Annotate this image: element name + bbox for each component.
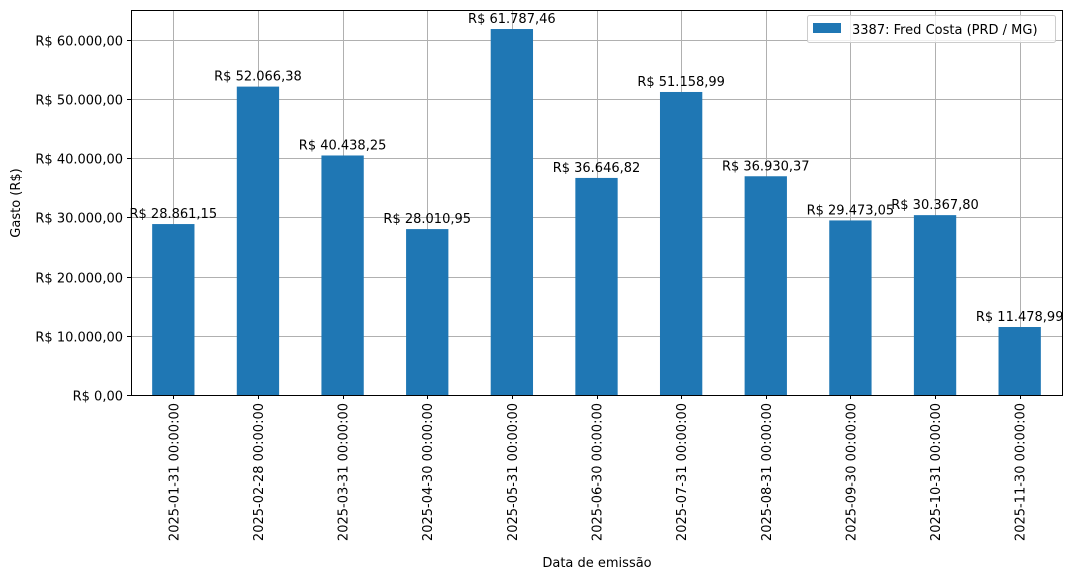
x-tick-label: 2025-02-28 00:00:00 (252, 403, 267, 541)
x-tick-label: 2025-11-30 00:00:00 (1014, 403, 1029, 541)
bar (236, 86, 280, 396)
y-tick-label: R$ 20.000,00 (35, 272, 123, 287)
bar-value-label: R$ 28.861,15 (130, 207, 218, 222)
bar (829, 220, 872, 395)
legend: 3387: Fred Costa (PRD / MG) (807, 15, 1056, 43)
y-axis-label: Gasto (R$) (9, 168, 24, 237)
bar (913, 215, 957, 395)
bars (152, 29, 1041, 396)
bar-value-label: R$ 29.473,05 (807, 203, 895, 218)
y-tick-label: R$ 50.000,00 (35, 94, 123, 109)
bar-value-label: R$ 30.367,80 (891, 198, 979, 213)
y-tick-label: R$ 10.000,00 (35, 331, 123, 346)
y-tick-label: R$ 60.000,00 (35, 35, 123, 50)
x-axis-ticks: 2025-01-31 00:00:00 2025-02-28 00:00:00 20… (167, 395, 1029, 541)
bar (321, 155, 364, 395)
bar-value-labels: R$ 28.861,15 R$ 52.066,38 R$ 40.438,25 R$ 2… (130, 12, 1064, 325)
x-axis-label: Data de emissão (542, 556, 651, 571)
y-tick-label: R$ 40.000,00 (35, 153, 123, 168)
x-tick-label: 2025-01-31 00:00:00 (167, 403, 182, 541)
bar-value-label: R$ 51.158,99 (637, 75, 725, 90)
bar (659, 91, 703, 395)
y-tick-label: R$ 0,00 (73, 390, 123, 405)
x-tick-label: 2025-06-30 00:00:00 (591, 403, 606, 541)
legend-swatch (813, 23, 841, 33)
y-tick-label: R$ 30.000,00 (35, 212, 123, 227)
bar (744, 176, 787, 395)
x-tick-label: 2025-09-30 00:00:00 (844, 403, 859, 541)
bar (406, 229, 449, 395)
bar-value-label: R$ 52.066,38 (214, 70, 302, 85)
y-axis-ticks: R$ 0,00 R$ 10.000,00 R$ 20.000,00 R$ 30.000… (35, 35, 131, 405)
legend-box (807, 15, 1056, 43)
bar (152, 224, 195, 395)
bar-value-label: R$ 61.787,46 (468, 12, 556, 27)
bar-value-label: R$ 36.930,37 (722, 159, 810, 174)
bar (490, 29, 534, 395)
bar-value-label: R$ 11.478,99 (976, 310, 1064, 325)
x-tick-label: 2025-08-31 00:00:00 (760, 403, 775, 541)
x-tick-label: 2025-05-31 00:00:00 (506, 403, 521, 541)
legend-label: 3387: Fred Costa (PRD / MG) (852, 23, 1038, 38)
bar-value-label: R$ 40.438,25 (299, 138, 387, 153)
x-tick-label: 2025-03-31 00:00:00 (337, 403, 352, 541)
bar-value-label: R$ 28.010,95 (383, 212, 471, 227)
bar-value-label: R$ 36.646,82 (553, 161, 641, 176)
x-tick-label: 2025-10-31 00:00:00 (929, 403, 944, 541)
x-tick-label: 2025-04-30 00:00:00 (421, 403, 436, 541)
bar (998, 327, 1041, 395)
x-tick-label: 2025-07-31 00:00:00 (675, 403, 690, 541)
bar (575, 177, 618, 395)
